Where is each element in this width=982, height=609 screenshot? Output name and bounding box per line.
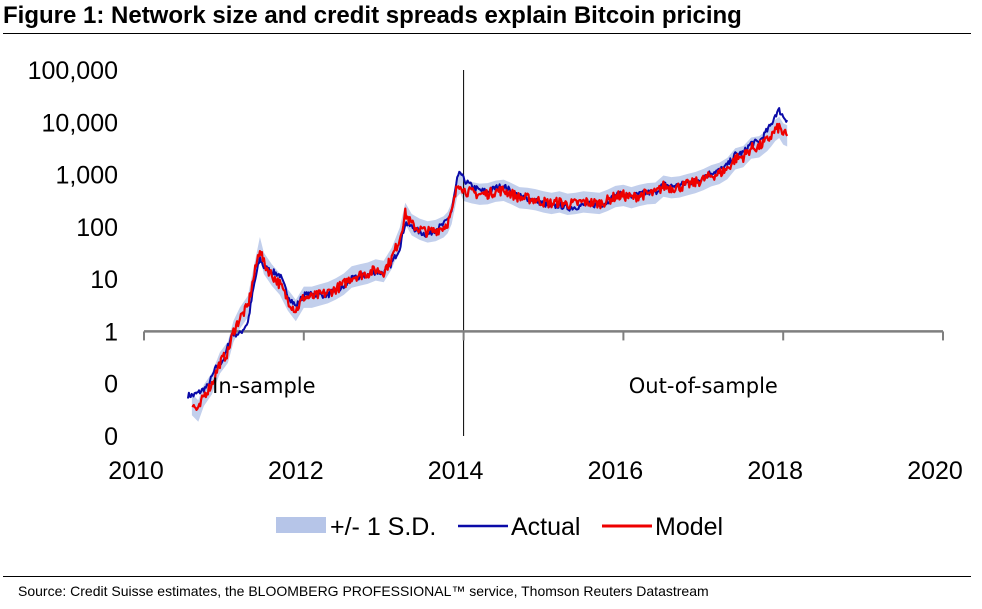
legend-label-band: +/- 1 S.D. xyxy=(330,513,436,541)
x-tick-labels: 2010 2012 2014 2016 2018 2020 xyxy=(108,457,963,485)
y-tick-label: 10,000 xyxy=(42,109,118,137)
region-annotation: In-sample xyxy=(212,374,315,398)
x-tick-label: 2012 xyxy=(268,457,324,485)
title-rule xyxy=(3,33,971,34)
series-layer xyxy=(186,107,789,411)
legend-swatch-band xyxy=(276,517,326,533)
y-tick-label: 0 xyxy=(104,371,118,399)
model-line xyxy=(191,122,789,411)
actual-line xyxy=(186,107,789,399)
x-tick-label: 2010 xyxy=(108,457,164,485)
y-tick-label: 1,000 xyxy=(55,162,118,190)
y-tick-label: 100,000 xyxy=(28,57,118,85)
y-tick-label: 10 xyxy=(90,266,118,294)
figure-title: Figure 1: Network size and credit spread… xyxy=(3,2,742,29)
y-tick-label: 1 xyxy=(104,318,118,346)
y-tick-label: 0 xyxy=(104,423,118,451)
legend-label-model: Model xyxy=(655,513,723,541)
x-axis-layer xyxy=(143,330,944,341)
source-rule xyxy=(3,576,971,577)
region-annotation: Out-of-sample xyxy=(629,374,778,398)
legend: +/- 1 S.D. Actual Model xyxy=(276,513,723,541)
y-tick-label: 100 xyxy=(76,214,118,242)
source-note: Source: Credit Suisse estimates, the BLO… xyxy=(18,583,709,599)
x-tick-label: 2018 xyxy=(747,457,803,485)
annotation-layer: In-sample Out-of-sample xyxy=(212,374,778,398)
x-tick-label: 2020 xyxy=(907,457,963,485)
x-tick-label: 2014 xyxy=(428,457,484,485)
legend-label-actual: Actual xyxy=(511,513,580,541)
x-tick-label: 2016 xyxy=(588,457,644,485)
